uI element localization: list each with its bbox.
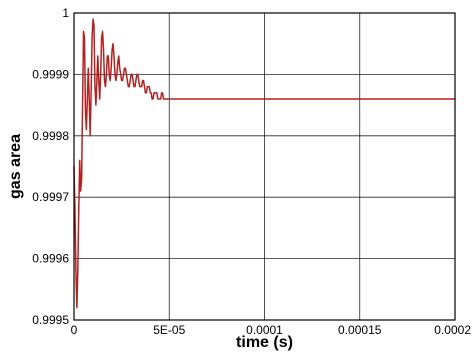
y-tick-label-5: 1: [62, 6, 69, 20]
x-tick-label-4: 0.0002: [434, 323, 471, 337]
axis-ticks: 0 5E-05 0.0001 0.00015 0.0002 0.9995 0.9996 0.9…: [32, 6, 471, 337]
x-tick-label-0: 0: [71, 323, 78, 337]
y-tick-label-0: 0.9995: [32, 313, 69, 327]
x-axis-title: time (s): [236, 334, 293, 351]
x-tick-label-1: 5E-05: [153, 323, 185, 337]
y-tick-label-3: 0.9998: [32, 129, 69, 143]
y-tick-label-4: 0.9999: [32, 67, 69, 81]
x-tick-label-2: 0.0001: [246, 323, 283, 337]
y-tick-label-2: 0.9997: [32, 190, 69, 204]
y-tick-label-1: 0.9996: [32, 252, 69, 266]
plot-frame: [73, 12, 456, 321]
series-layer: [73, 18, 456, 309]
series-line-0: [73, 18, 456, 309]
x-tick-label-3: 0.00015: [338, 323, 382, 337]
grid: [74, 13, 455, 320]
y-axis-title: gas area: [7, 134, 24, 199]
